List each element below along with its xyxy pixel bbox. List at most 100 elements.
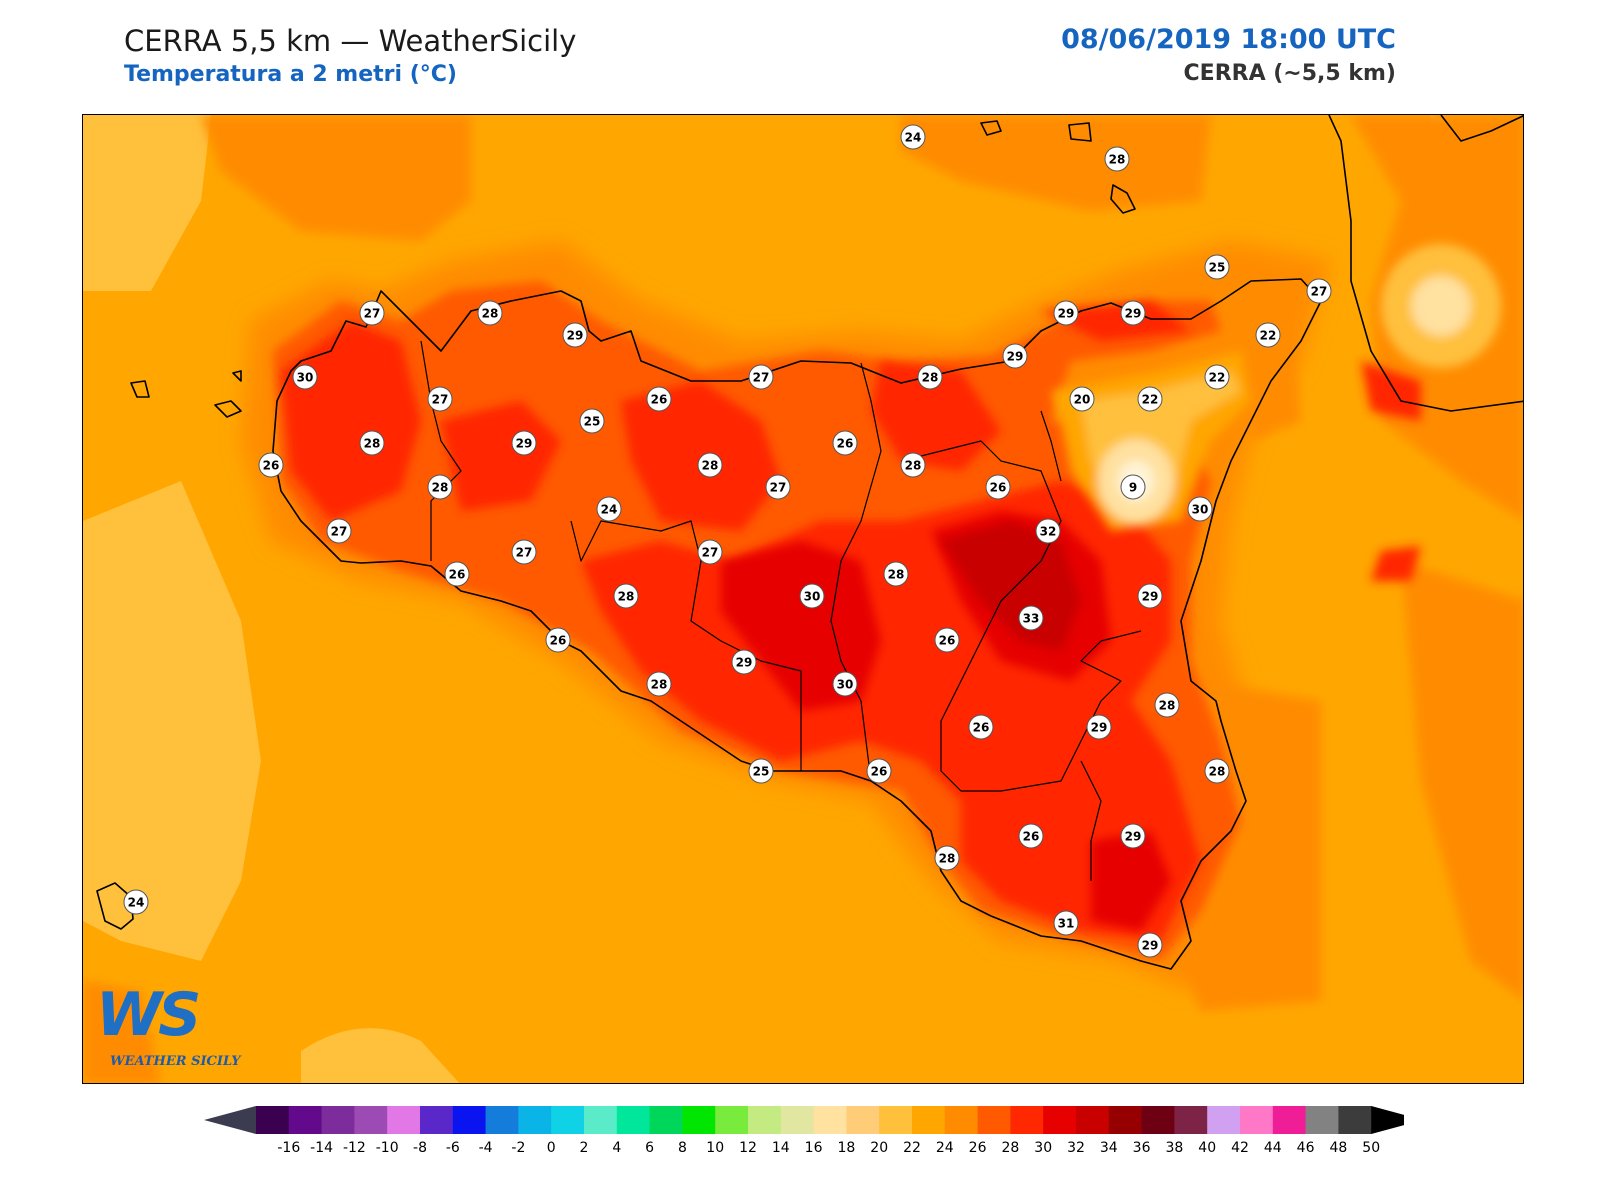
colorbar-swatch	[321, 1106, 355, 1134]
colorbar-swatch	[584, 1106, 618, 1134]
station-marker: 27	[1306, 278, 1332, 304]
colorbar-tick-label: 20	[870, 1140, 888, 1156]
map-canvas: 24 28 25 27 22 22 22 20 29 29 29 28 27 9 30 32 33 29 28 29 2…	[83, 115, 1523, 1083]
station-marker: 24	[900, 124, 926, 150]
colorbar-tick-label: 32	[1067, 1140, 1085, 1156]
station-value: 31	[1058, 917, 1075, 931]
station-circle	[1086, 714, 1112, 740]
station-value: 22	[1142, 393, 1159, 407]
station-marker: 32	[1035, 518, 1061, 544]
station-circle	[1120, 300, 1146, 326]
colorbar-swatch	[452, 1106, 487, 1134]
colorbar-swatch	[1174, 1106, 1208, 1134]
station-circle	[1306, 278, 1332, 304]
station-value: 29	[1142, 590, 1159, 604]
station-marker: 30	[1187, 496, 1213, 522]
colorbar-tick-label: -8	[413, 1140, 427, 1156]
station-circle	[934, 627, 960, 653]
station-value: 29	[1058, 307, 1075, 321]
station-circle	[1137, 386, 1163, 412]
station-value: 26	[837, 437, 854, 451]
station-value: 26	[651, 393, 668, 407]
colorbar-swatch	[1207, 1106, 1241, 1134]
colorbar-swatch	[748, 1106, 782, 1134]
station-value: 26	[449, 568, 466, 582]
colorbar-tick-label: 34	[1100, 1140, 1118, 1156]
station-marker: 27	[697, 539, 723, 565]
colorbar-tick-label: 22	[903, 1140, 921, 1156]
station-value: 30	[804, 590, 821, 604]
weathersicily-logo: WS WEATHER SICILY	[96, 980, 256, 1080]
station-value: 28	[482, 307, 499, 321]
station-value: 27	[331, 525, 348, 539]
colorbar-swatch	[780, 1106, 815, 1134]
station-circle	[1204, 254, 1230, 280]
station-marker: 28	[359, 430, 385, 456]
station-circle	[832, 430, 858, 456]
colorbar-tick-label: 0	[547, 1140, 556, 1156]
station-value: 24	[905, 131, 922, 145]
station-marker: 22	[1137, 386, 1163, 412]
station-circle	[1053, 910, 1079, 936]
station-marker: 28	[613, 583, 639, 609]
station-circle	[1018, 605, 1044, 631]
station-value: 29	[1125, 307, 1142, 321]
station-circle	[1053, 300, 1079, 326]
station-marker: 28	[883, 561, 909, 587]
colorbar-swatch	[1305, 1106, 1339, 1134]
station-marker: 27	[326, 518, 352, 544]
station-marker: 26	[258, 452, 284, 478]
station-marker: 28	[934, 845, 960, 871]
station-marker: 29	[511, 430, 537, 456]
colorbar-swatch	[518, 1106, 552, 1134]
station-circle	[1104, 146, 1130, 172]
map-subtitle: Temperatura a 2 metri (°C)	[124, 62, 457, 87]
station-marker: 29	[1086, 714, 1112, 740]
station-circle	[1069, 386, 1095, 412]
station-circle	[444, 561, 470, 587]
station-circle	[697, 539, 723, 565]
station-circle	[832, 671, 858, 697]
colorbar-tick-label: -4	[479, 1140, 493, 1156]
station-circle	[900, 124, 926, 150]
colorbar-max-arrow	[1371, 1106, 1404, 1134]
station-value: 28	[1109, 153, 1126, 167]
station-circle	[646, 671, 672, 697]
colorbar-tick-label: 40	[1198, 1140, 1216, 1156]
colorbar-swatch	[846, 1106, 880, 1134]
colorbar-tick-label: 26	[969, 1140, 987, 1156]
station-value: 28	[905, 459, 922, 473]
station-marker: 26	[985, 474, 1011, 500]
station-marker: 20	[1069, 386, 1095, 412]
station-marker: 28	[1154, 692, 1180, 718]
station-value: 24	[128, 896, 145, 910]
calabria-cool-spot	[1381, 244, 1501, 368]
colorbar-swatch	[649, 1106, 683, 1134]
colorbar-tick-label: -6	[446, 1140, 460, 1156]
station-marker: 26	[444, 561, 470, 587]
station-value: 29	[567, 329, 584, 343]
station-circle	[1137, 583, 1163, 609]
colorbar-tick-label: 18	[837, 1140, 855, 1156]
station-circle	[900, 452, 926, 478]
station-value: 30	[297, 371, 314, 385]
station-circle	[748, 758, 774, 784]
station-circle	[1002, 343, 1028, 369]
station-circle	[477, 300, 503, 326]
station-marker: 25	[1204, 254, 1230, 280]
station-marker: 22	[1255, 322, 1281, 348]
coastlines	[96, 115, 1523, 970]
station-marker: 26	[968, 714, 994, 740]
map-title: CERRA 5,5 km — WeatherSicily	[124, 24, 577, 58]
colorbar-tick-label: -12	[343, 1140, 366, 1156]
colorbar-tick-label: 6	[645, 1140, 654, 1156]
station-circle	[646, 386, 672, 412]
colorbar-tick-label: 50	[1362, 1140, 1380, 1156]
station-marker: 25	[748, 758, 774, 784]
colorbar-swatch	[1010, 1106, 1044, 1134]
station-circle	[123, 889, 149, 915]
station-marker: 29	[1120, 300, 1146, 326]
station-value: 29	[516, 437, 533, 451]
station-circle	[883, 561, 909, 587]
colorbar-tick-label: 28	[1001, 1140, 1019, 1156]
